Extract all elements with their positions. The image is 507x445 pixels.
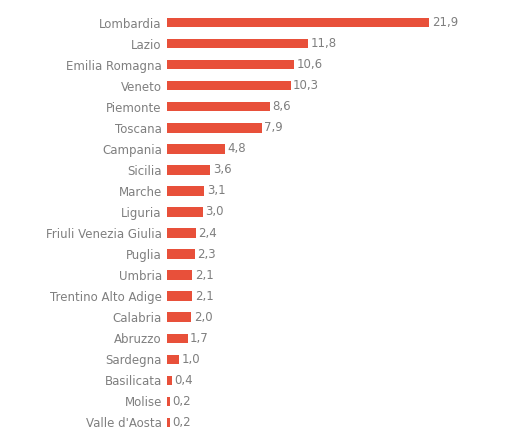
Text: 11,8: 11,8 (311, 37, 337, 50)
Text: 2,3: 2,3 (197, 247, 216, 261)
Bar (167, 123, 262, 133)
Text: 21,9: 21,9 (432, 16, 458, 29)
Text: 0,2: 0,2 (172, 416, 191, 429)
Bar (167, 144, 225, 154)
Bar (167, 18, 429, 27)
Bar (167, 102, 270, 112)
Bar (167, 376, 172, 385)
Text: 0,4: 0,4 (174, 374, 193, 387)
Bar (167, 60, 294, 69)
Text: 2,1: 2,1 (195, 290, 213, 303)
Bar (167, 249, 195, 259)
Bar (167, 355, 179, 364)
Bar (167, 39, 308, 49)
Bar (167, 312, 191, 322)
Text: 1,7: 1,7 (190, 332, 209, 345)
Bar (167, 186, 204, 196)
Bar (167, 396, 170, 406)
Text: 3,0: 3,0 (206, 206, 224, 218)
Bar (167, 207, 203, 217)
Text: 4,8: 4,8 (227, 142, 246, 155)
Bar (167, 165, 210, 174)
Text: 1,0: 1,0 (182, 353, 200, 366)
Bar (167, 291, 193, 301)
Text: 7,9: 7,9 (264, 121, 283, 134)
Text: 0,2: 0,2 (172, 395, 191, 408)
Bar (167, 418, 170, 427)
Text: 2,4: 2,4 (198, 227, 217, 239)
Text: 2,1: 2,1 (195, 269, 213, 282)
Text: 10,6: 10,6 (297, 58, 322, 71)
Text: 3,6: 3,6 (213, 163, 231, 176)
Bar (167, 271, 193, 280)
Bar (167, 228, 196, 238)
Text: 3,1: 3,1 (207, 184, 226, 198)
Text: 10,3: 10,3 (293, 79, 319, 92)
Bar (167, 81, 291, 90)
Text: 2,0: 2,0 (194, 311, 212, 324)
Bar (167, 333, 188, 343)
Text: 8,6: 8,6 (273, 100, 291, 113)
